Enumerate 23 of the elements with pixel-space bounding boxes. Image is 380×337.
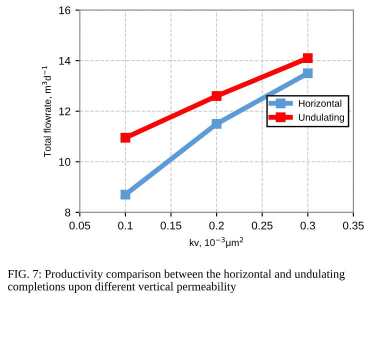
y-tick-label: 16 — [59, 6, 70, 14]
y-tick-label: 8 — [65, 208, 70, 216]
y-tick-label: 10 — [59, 158, 70, 166]
y-axis-title: Total flowrate, m$^{3}$d$^{−1}$ — [42, 66, 52, 158]
legend-label: Undulating — [298, 114, 344, 123]
y-tick-label: 12 — [59, 107, 70, 116]
point — [302, 53, 313, 63]
point — [120, 190, 130, 200]
point — [212, 118, 222, 129]
x-tick-label: 0.15 — [160, 222, 182, 230]
y-tick-label: 14 — [59, 57, 70, 65]
point — [302, 68, 313, 78]
legend-label: Horizontal — [298, 100, 342, 107]
caption: FIG. 7: Productivity comparison between the horizontal and undulating completions upon different vertical permeability — [8, 270, 345, 293]
x-axis-title: kv, 10$^{−3}$μm$^{2}$ — [190, 237, 244, 248]
x-tick-label: 0.35 — [343, 222, 364, 230]
x-tick-label: 0.25 — [252, 222, 273, 230]
x-tick-label: 0.05 — [69, 222, 90, 230]
point — [212, 91, 222, 101]
x-tick-label: 0.1 — [118, 222, 133, 230]
point — [120, 132, 130, 143]
x-tick-label: 0.3 — [300, 222, 316, 230]
x-tick-label: 0.2 — [209, 222, 224, 230]
